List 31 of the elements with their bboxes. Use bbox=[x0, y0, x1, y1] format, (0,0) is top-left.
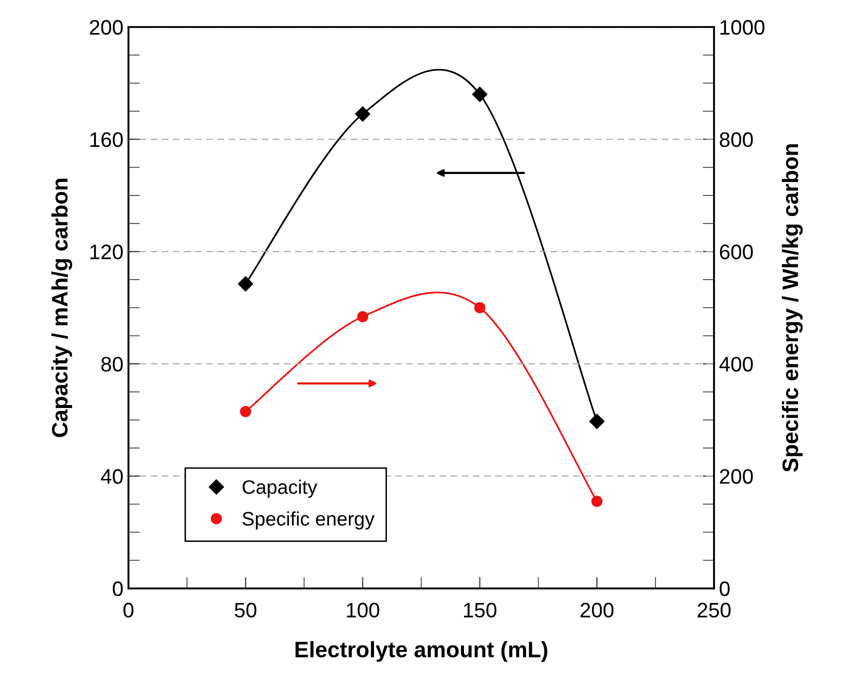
y2-axis-title: Specific energy / Wh/kg carbon bbox=[782, 144, 803, 472]
point bbox=[238, 276, 254, 292]
y-tick-label: 40 bbox=[100, 469, 123, 484]
y2-tick-label: 200 bbox=[720, 469, 753, 484]
y-tick-label: 200 bbox=[90, 20, 123, 35]
x-tick-label: 200 bbox=[580, 602, 614, 618]
point bbox=[474, 302, 486, 314]
x-tick-label: 250 bbox=[698, 602, 731, 618]
point bbox=[472, 86, 488, 102]
y-tick-label: 120 bbox=[90, 244, 123, 260]
x-tick-label: 0 bbox=[123, 602, 134, 618]
x-tick-label: 150 bbox=[464, 602, 496, 618]
y2-tick-label: 1000 bbox=[720, 20, 764, 35]
x-tick-label: 50 bbox=[234, 602, 256, 618]
x-axis-title: Electrolyte amount (mL) bbox=[296, 641, 548, 662]
y-tick-label: 160 bbox=[90, 132, 123, 148]
legend-label: Specific energy bbox=[242, 511, 375, 530]
point bbox=[357, 311, 368, 322]
y-tick-label: 80 bbox=[101, 356, 123, 372]
point bbox=[589, 414, 604, 429]
point bbox=[240, 406, 252, 418]
point bbox=[591, 496, 602, 507]
y2-tick-label: 800 bbox=[720, 132, 753, 148]
y-axis-title: Capacity / mAh/g carbon bbox=[51, 178, 72, 438]
y2-tick-label: 0 bbox=[720, 581, 730, 596]
y2-tick-label: 600 bbox=[720, 244, 753, 260]
point bbox=[355, 106, 370, 122]
y2-tick-label: 400 bbox=[719, 356, 753, 372]
legend-label: Capacity bbox=[242, 480, 318, 498]
x-tick-label: 100 bbox=[346, 602, 380, 618]
y-tick-label: 0 bbox=[112, 581, 123, 596]
